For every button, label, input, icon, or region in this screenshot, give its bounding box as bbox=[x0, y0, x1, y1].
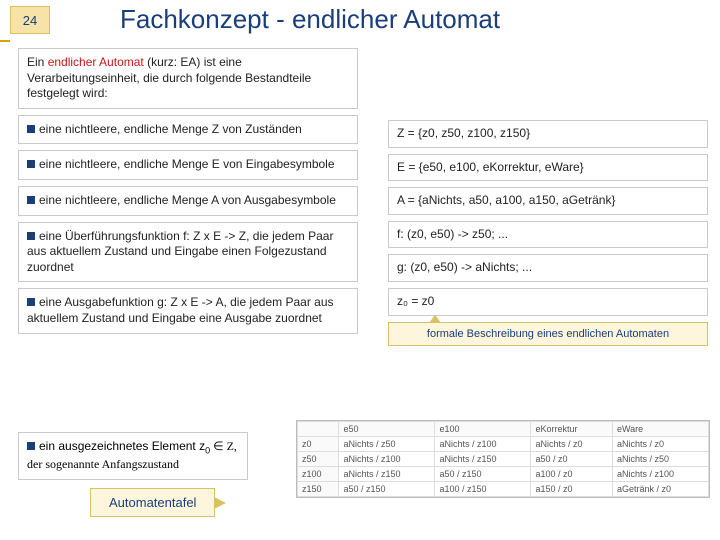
row-head: z0 bbox=[298, 437, 339, 452]
table-row: z0 aNichts / z50 aNichts / z100 aNichts … bbox=[298, 437, 709, 452]
def-box-4: eine Ausgabefunktion g: Z x E -> A, die … bbox=[18, 288, 358, 333]
cell: a150 / z0 bbox=[531, 482, 612, 497]
lastdef-pre: ein ausgezeichnetes Element z bbox=[39, 439, 205, 453]
def-text: eine nichtleere, endliche Menge E von Ei… bbox=[39, 157, 335, 171]
tafel-text: Automatentafel bbox=[109, 495, 196, 510]
def-text: eine nichtleere, endliche Menge Z von Zu… bbox=[39, 122, 302, 136]
cell: aNichts / z50 bbox=[339, 437, 435, 452]
table-row: z150 a50 / z150 a100 / z150 a150 / z0 aG… bbox=[298, 482, 709, 497]
def-box-5: ein ausgezeichnetes Element z0 ∈ Z, der … bbox=[18, 432, 248, 480]
bullet-icon bbox=[27, 298, 35, 306]
def-text: eine Ausgabefunktion g: Z x E -> A, die … bbox=[27, 295, 334, 325]
def-text: eine Überführungsfunktion f: Z x E -> Z,… bbox=[27, 229, 333, 274]
def-text: eine nichtleere, endliche Menge A von Au… bbox=[39, 193, 336, 207]
def-box-1: eine nichtleere, endliche Menge E von Ei… bbox=[18, 150, 358, 180]
row-head: z50 bbox=[298, 452, 339, 467]
example-box-3: f: (z0, e50) -> z50; ... bbox=[388, 221, 708, 249]
th: eWare bbox=[612, 422, 708, 437]
cell: aGetränk / z0 bbox=[612, 482, 708, 497]
cell: aNichts / z100 bbox=[435, 437, 531, 452]
transition-table: e50 e100 eKorrektur eWare z0 aNichts / z… bbox=[296, 420, 710, 498]
def-box-3: eine Überführungsfunktion f: Z x E -> Z,… bbox=[18, 222, 358, 283]
table-row: z100 aNichts / z150 a50 / z150 a100 / z0… bbox=[298, 467, 709, 482]
intro-box: Ein endlicher Automat (kurz: EA) ist ein… bbox=[18, 48, 358, 109]
right-column: Z = {z0, z50, z100, z150} E = {e50, e100… bbox=[388, 120, 708, 346]
th bbox=[298, 422, 339, 437]
intro-highlight: endlicher Automat bbox=[48, 55, 144, 69]
cell: a50 / z150 bbox=[435, 467, 531, 482]
automatentafel-label: Automatentafel bbox=[90, 488, 215, 517]
th: e100 bbox=[435, 422, 531, 437]
table-row: z50 aNichts / z100 aNichts / z150 a50 / … bbox=[298, 452, 709, 467]
cell: aNichts / z100 bbox=[339, 452, 435, 467]
def-box-2: eine nichtleere, endliche Menge A von Au… bbox=[18, 186, 358, 216]
caption-text: formale Beschreibung eines endlichen Aut… bbox=[427, 328, 669, 340]
bullet-icon bbox=[27, 196, 35, 204]
example-box-1: E = {e50, e100, eKorrektur, eWare} bbox=[388, 154, 708, 182]
cell: a50 / z0 bbox=[531, 452, 612, 467]
th: e50 bbox=[339, 422, 435, 437]
slide-number: 24 bbox=[10, 6, 50, 34]
def-box-0: eine nichtleere, endliche Menge Z von Zu… bbox=[18, 115, 358, 145]
bullet-icon bbox=[27, 125, 35, 133]
example-box-5: z₀ = z0 bbox=[388, 288, 708, 316]
bullet-icon bbox=[27, 232, 35, 240]
cell: aNichts / z50 bbox=[612, 452, 708, 467]
bullet-icon bbox=[27, 160, 35, 168]
example-box-4: g: (z0, e50) -> aNichts; ... bbox=[388, 254, 708, 282]
cell: aNichts / z150 bbox=[339, 467, 435, 482]
row-head: z150 bbox=[298, 482, 339, 497]
left-column: Ein endlicher Automat (kurz: EA) ist ein… bbox=[18, 48, 358, 340]
cell: aNichts / z0 bbox=[612, 437, 708, 452]
table-header-row: e50 e100 eKorrektur eWare bbox=[298, 422, 709, 437]
intro-prefix: Ein bbox=[27, 55, 48, 69]
slide-number-text: 24 bbox=[23, 13, 37, 28]
cell: a100 / z150 bbox=[435, 482, 531, 497]
example-box-2: A = {aNichts, a50, a100, a150, aGetränk} bbox=[388, 187, 708, 215]
cell: aNichts / z0 bbox=[531, 437, 612, 452]
page-title: Fachkonzept - endlicher Automat bbox=[120, 4, 500, 35]
cell: a100 / z0 bbox=[531, 467, 612, 482]
bullet-icon bbox=[27, 442, 35, 450]
cell: aNichts / z100 bbox=[612, 467, 708, 482]
accent-line bbox=[0, 40, 10, 42]
th: eKorrektur bbox=[531, 422, 612, 437]
cell: a50 / z150 bbox=[339, 482, 435, 497]
example-box-0: Z = {z0, z50, z100, z150} bbox=[388, 120, 708, 148]
row-head: z100 bbox=[298, 467, 339, 482]
cell: aNichts / z150 bbox=[435, 452, 531, 467]
caption-box: formale Beschreibung eines endlichen Aut… bbox=[388, 322, 708, 346]
